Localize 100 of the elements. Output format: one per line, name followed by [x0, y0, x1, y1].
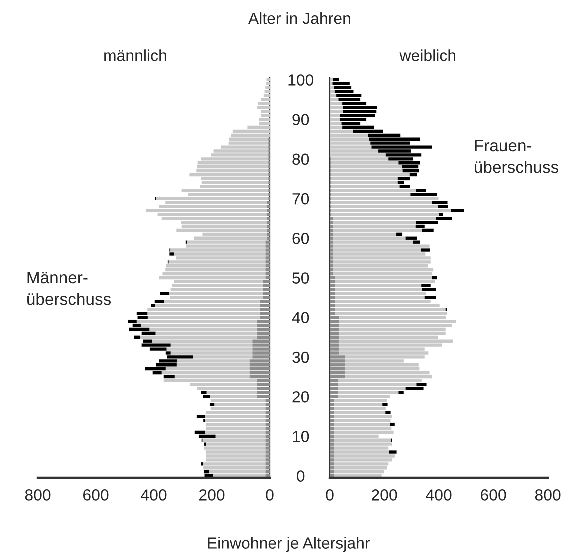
bar	[148, 312, 260, 316]
bar	[330, 415, 334, 418]
bar	[166, 348, 253, 351]
bar	[266, 256, 270, 260]
bar	[267, 232, 270, 236]
bar	[261, 110, 270, 114]
bar	[260, 308, 270, 312]
bar	[266, 248, 270, 252]
bar	[262, 280, 270, 284]
bar	[330, 336, 340, 339]
bar	[330, 240, 334, 244]
y-tick-label: 100	[288, 74, 314, 86]
bar	[330, 418, 334, 422]
x-tick-label: 0	[326, 490, 334, 501]
bar	[330, 320, 340, 324]
bar	[148, 308, 260, 312]
bar	[260, 312, 270, 316]
bar	[203, 395, 210, 398]
bar	[170, 252, 174, 256]
bar	[267, 201, 270, 204]
bar	[330, 216, 334, 220]
bar	[334, 430, 394, 434]
bar	[330, 348, 340, 351]
bar	[330, 98, 339, 102]
bar	[330, 90, 335, 94]
bar	[334, 426, 392, 430]
bar	[261, 114, 270, 118]
bar	[136, 320, 257, 324]
bar	[343, 106, 378, 110]
bar	[198, 434, 216, 438]
bar	[330, 244, 334, 248]
bar	[333, 256, 431, 260]
bar	[330, 268, 334, 272]
bar	[432, 276, 438, 280]
bar	[432, 201, 448, 204]
bar	[266, 422, 270, 426]
bar	[266, 86, 270, 90]
bar	[330, 142, 371, 145]
bar	[330, 82, 333, 86]
bar	[372, 146, 432, 149]
bar	[345, 364, 419, 367]
bar	[260, 300, 270, 304]
bar	[330, 296, 336, 300]
bar	[369, 138, 421, 141]
bar	[266, 430, 270, 434]
x-axis-title: Einwohner je Altersjahr	[208, 537, 370, 552]
bar	[334, 454, 395, 458]
bar	[330, 264, 334, 268]
bar	[256, 328, 270, 332]
bar	[256, 383, 270, 387]
bar	[162, 371, 250, 375]
bar	[330, 454, 334, 458]
y-tick-label: 80	[292, 154, 310, 166]
bar	[330, 312, 336, 316]
bar	[250, 375, 270, 379]
bar	[340, 324, 452, 328]
bar	[146, 209, 268, 212]
y-tick-label: 50	[292, 272, 310, 284]
bar	[334, 458, 392, 462]
bar	[261, 98, 270, 102]
bar	[262, 296, 270, 300]
bar	[252, 356, 270, 359]
bar	[140, 324, 257, 328]
bar	[170, 248, 266, 252]
x-tick-label: 600	[481, 490, 506, 501]
bar	[340, 114, 375, 118]
bar	[134, 336, 140, 339]
bar	[262, 284, 270, 288]
bar	[164, 375, 175, 379]
bar	[258, 102, 270, 106]
bar	[330, 360, 346, 363]
bar	[266, 272, 270, 276]
bar	[231, 134, 270, 137]
bar	[205, 415, 266, 418]
bar	[266, 450, 270, 454]
bar	[334, 470, 384, 474]
bar	[330, 328, 340, 332]
bar	[330, 236, 334, 240]
bar	[250, 371, 270, 375]
bar	[330, 446, 334, 450]
bar	[267, 220, 270, 224]
bar	[330, 224, 334, 228]
bar	[128, 320, 137, 324]
bar	[330, 86, 334, 90]
bar	[330, 248, 334, 252]
bar	[334, 418, 391, 422]
bar	[406, 387, 424, 390]
bar	[178, 360, 250, 363]
bar	[262, 288, 270, 292]
bar	[330, 288, 336, 292]
bar	[142, 344, 171, 347]
bar	[330, 434, 334, 438]
bar	[400, 185, 410, 188]
bar	[256, 395, 270, 398]
bar	[201, 158, 269, 161]
bar	[168, 260, 266, 264]
bar	[206, 426, 266, 430]
bar	[330, 276, 336, 280]
x-tick-label: 800	[535, 490, 561, 501]
bar	[267, 216, 270, 220]
